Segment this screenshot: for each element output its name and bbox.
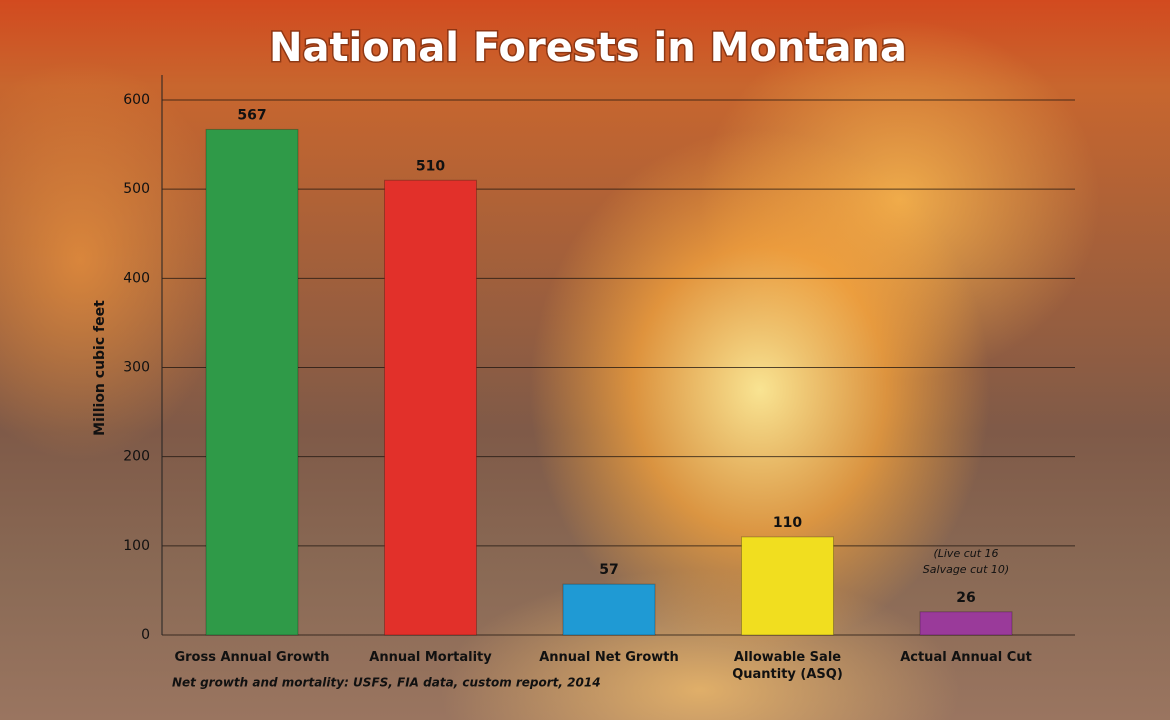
x-tick-label: Actual Annual Cut xyxy=(900,650,1032,665)
bar xyxy=(205,128,299,636)
value-label: 26 xyxy=(956,590,975,606)
value-label: 567 xyxy=(237,107,266,123)
source-note: Net growth and mortality: USFS, FIA data… xyxy=(172,676,601,690)
y-axis-label: Million cubic feet xyxy=(92,300,108,436)
bar xyxy=(384,179,477,636)
chart-title: National Forests in Montana xyxy=(269,25,907,71)
x-tick-label: Annual Net Growth xyxy=(539,650,679,665)
bar xyxy=(919,611,1013,636)
value-label: 57 xyxy=(599,562,618,578)
bar xyxy=(741,536,834,636)
annotation: (Live cut 16 xyxy=(933,547,998,560)
y-tick-label: 300 xyxy=(123,360,150,376)
value-label: 510 xyxy=(416,158,445,174)
annotation: Salvage cut 10) xyxy=(923,563,1009,576)
x-tick-label: Allowable Sale Quantity (ASQ) xyxy=(732,650,843,682)
y-tick-label: 600 xyxy=(123,92,150,108)
x-tick-label: Annual Mortality xyxy=(369,650,492,665)
bar xyxy=(562,583,656,636)
y-tick-label: 200 xyxy=(123,449,150,465)
y-tick-label: 0 xyxy=(141,627,150,643)
y-tick-label: 400 xyxy=(123,270,150,286)
x-tick-label: Gross Annual Growth xyxy=(174,650,330,665)
y-tick-label: 100 xyxy=(123,538,150,554)
y-tick-label: 500 xyxy=(123,181,150,197)
value-label: 110 xyxy=(773,515,802,531)
